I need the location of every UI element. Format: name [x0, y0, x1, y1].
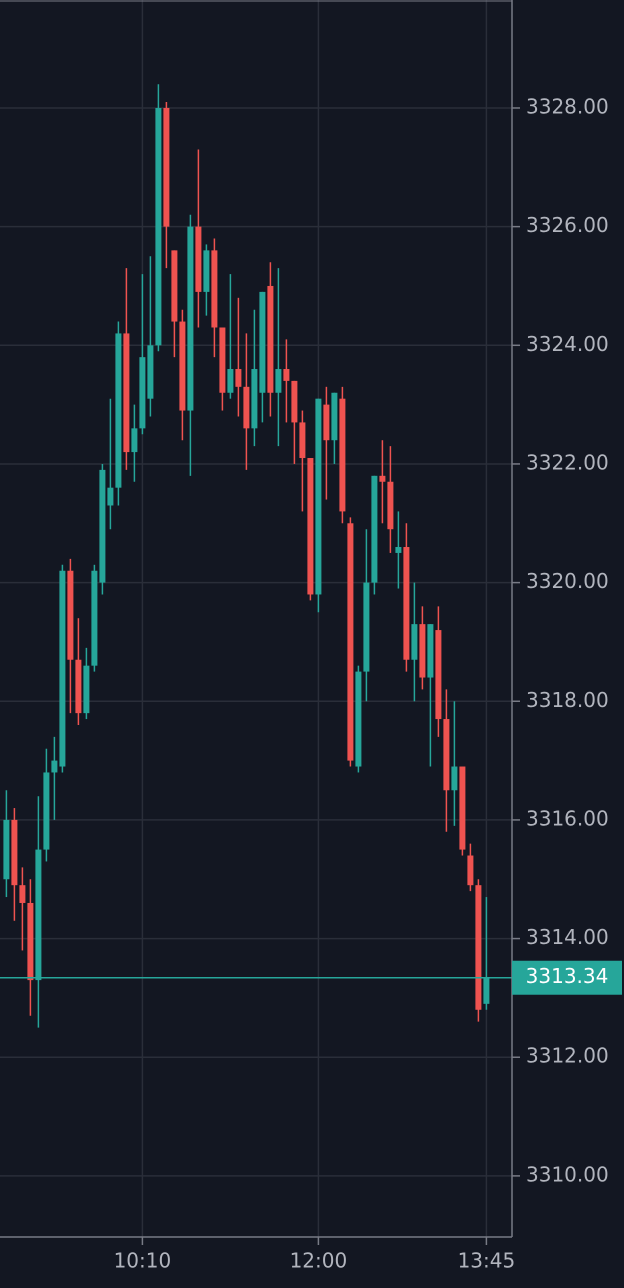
candles [0, 84, 512, 1028]
y-tick-label: 3326.00 [526, 213, 609, 237]
candle-body [347, 523, 354, 761]
candle-body [283, 369, 290, 381]
candle-body [139, 357, 146, 429]
candle-body [275, 369, 282, 393]
candle-body [83, 665, 90, 714]
candle-body [483, 977, 490, 1004]
x-tick-label: 13:45 [458, 1249, 516, 1273]
candle-body [243, 386, 250, 429]
candle-body [171, 250, 178, 322]
candle-body [51, 760, 58, 773]
y-tick-label: 3328.00 [526, 94, 609, 118]
candle-body [155, 107, 162, 346]
candle-body [403, 547, 410, 660]
candle-body [3, 819, 10, 880]
candle-body [387, 481, 394, 530]
y-tick-label: 3320.00 [526, 569, 609, 593]
candle-body [195, 226, 202, 292]
candle-body [43, 772, 50, 850]
candle-body [219, 327, 226, 393]
candle-body [419, 624, 426, 678]
candle-body [355, 671, 362, 767]
candle-body [131, 428, 138, 453]
candle-body [395, 547, 402, 553]
candle-body [467, 855, 474, 886]
y-tick-label: 3316.00 [526, 806, 609, 830]
candle-body [227, 369, 234, 393]
candle-body [203, 250, 210, 292]
last-price-badge [512, 960, 622, 995]
candle-body [259, 291, 266, 393]
candle-body [451, 766, 458, 791]
candle-body [211, 250, 218, 328]
candle-body [75, 659, 82, 714]
candle-body [435, 630, 442, 720]
candle-body [123, 333, 130, 453]
candle-body [339, 398, 346, 512]
candle-body [251, 369, 258, 429]
axis-labels: 3310.00 3312.00 3314.00 3316.00 3318.00 3320.… [114, 94, 622, 1273]
candle-body [427, 624, 434, 678]
candle-body [235, 369, 242, 387]
y-tick-label: 3318.00 [526, 688, 609, 712]
candle-body [371, 475, 378, 583]
y-tick-label: 3310.00 [526, 1162, 609, 1186]
candle-body [379, 475, 386, 482]
y-tick-label: 3312.00 [526, 1044, 609, 1068]
candle-body [11, 819, 18, 886]
candle-body [459, 766, 466, 850]
candle-body [147, 345, 154, 399]
candle-body [35, 849, 42, 981]
candle-body [323, 404, 330, 441]
candle-body [331, 392, 338, 441]
candle-body [299, 422, 306, 459]
candle-body [115, 333, 122, 488]
candle-body [187, 226, 194, 411]
grid [0, 0, 512, 1237]
candle-body [363, 582, 370, 672]
candle-body [19, 885, 26, 903]
candle-body [163, 107, 170, 227]
last-price-label: 3313.34 [526, 964, 609, 988]
candle-body [67, 570, 74, 660]
x-tick-label: 10:10 [114, 1249, 172, 1273]
y-tick-label: 3322.00 [526, 450, 609, 474]
candle-body [315, 398, 322, 595]
candle-body [91, 570, 98, 666]
candle-body [179, 321, 186, 411]
candle-body [411, 624, 418, 660]
candle-body [443, 719, 450, 791]
candle-body [267, 285, 274, 393]
candle-body [475, 885, 482, 1010]
candle-body [59, 570, 66, 767]
candle-body [307, 458, 314, 595]
x-tick-label: 12:00 [290, 1249, 348, 1273]
candle-body [107, 487, 114, 506]
y-tick-label: 3314.00 [526, 925, 609, 949]
candle-body [291, 380, 298, 423]
candle-body [27, 902, 34, 981]
y-tick-label: 3324.00 [526, 332, 609, 356]
candle-body [99, 469, 106, 583]
